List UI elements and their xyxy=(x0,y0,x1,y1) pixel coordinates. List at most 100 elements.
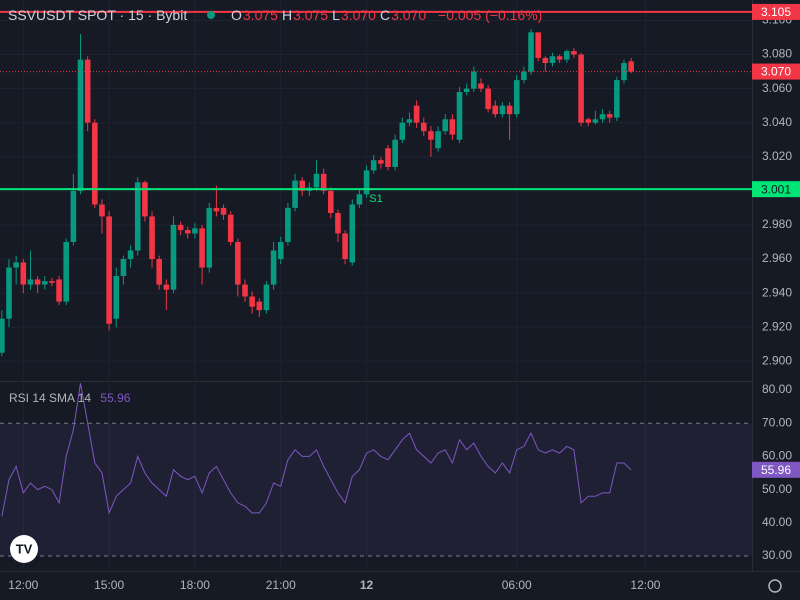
candle-body xyxy=(134,182,141,251)
settings-icon[interactable] xyxy=(768,579,782,593)
candle-body xyxy=(621,63,627,81)
candle-body xyxy=(184,230,191,234)
candle-body xyxy=(213,207,220,212)
price-tag-label: 3.105 xyxy=(761,5,791,19)
rsi-band xyxy=(0,423,752,557)
candle-body xyxy=(142,182,148,217)
candle-body xyxy=(149,216,155,260)
candle-body xyxy=(342,233,348,260)
candle-body xyxy=(571,51,577,55)
candle-body xyxy=(6,267,12,319)
logo-glyph[interactable]: TV xyxy=(16,541,33,556)
candle-body xyxy=(270,250,277,285)
candle-body xyxy=(163,284,170,290)
y-tick-label: 2.960 xyxy=(762,251,792,265)
ohlc-value: 3.075 xyxy=(242,7,278,23)
y-tick-label: 3.060 xyxy=(762,81,792,95)
legend: SSVUSDT SPOT · 15 · Bybit O3.075 H3.075 L3… xyxy=(8,7,546,23)
candle-body xyxy=(385,148,391,167)
candle-body xyxy=(63,241,70,302)
ohlc-key: O xyxy=(231,7,242,23)
candle-body xyxy=(263,284,270,311)
rsi-tick-label: 40.00 xyxy=(762,515,792,529)
ohlc-value: 3.070 xyxy=(340,7,376,23)
candle-body xyxy=(220,207,227,215)
price-tag xyxy=(752,181,800,198)
candle-body xyxy=(406,119,413,123)
candle-body xyxy=(177,224,184,231)
price-tag xyxy=(752,63,800,80)
candle-body xyxy=(449,119,456,135)
candle-body xyxy=(513,80,520,115)
candle-body xyxy=(535,32,541,58)
candle-body xyxy=(206,207,213,268)
candle-body xyxy=(399,122,406,140)
status-dot xyxy=(207,11,216,19)
rsi-tick-label: 70.00 xyxy=(762,415,792,429)
candle-body xyxy=(320,173,327,191)
candle-body xyxy=(285,207,291,242)
candle-body xyxy=(463,88,470,93)
x-tick-label: 06:00 xyxy=(502,578,532,592)
y-tick-label: 3.040 xyxy=(762,115,792,129)
candle-body xyxy=(106,216,112,324)
x-tick-label: 18:00 xyxy=(180,578,210,592)
candle-body xyxy=(585,119,592,123)
x-tick-label: 12:00 xyxy=(630,578,660,592)
rsi-tick-label: 50.00 xyxy=(762,482,792,496)
candle-body xyxy=(499,105,506,115)
candle-body xyxy=(485,88,491,110)
candle-body xyxy=(349,204,356,263)
candle-body xyxy=(370,160,377,171)
rsi-title[interactable]: RSI 14 SMA 14 xyxy=(9,391,92,405)
candle-body xyxy=(249,296,255,307)
candle-body xyxy=(99,204,105,217)
price-tag-label: 3.070 xyxy=(761,65,791,79)
candle-body xyxy=(156,259,162,285)
candle-body xyxy=(242,284,248,297)
candle-body xyxy=(127,250,134,260)
candle-body xyxy=(471,71,477,89)
candle-body xyxy=(92,122,98,205)
price-tag xyxy=(752,3,800,20)
candle-body xyxy=(335,213,341,234)
candle-body xyxy=(599,114,606,120)
ohlc-value: 3.070 xyxy=(391,7,427,23)
y-tick-label: 2.900 xyxy=(762,353,792,367)
candle-body xyxy=(506,105,513,115)
ohlc-value: 3.075 xyxy=(293,7,329,23)
candle-body xyxy=(77,59,84,191)
candle-body xyxy=(606,114,613,118)
candle-body xyxy=(199,228,205,268)
ohlc: O3.075 H3.075 L3.070 C3.070 xyxy=(231,7,430,23)
candle-body xyxy=(328,190,334,214)
ohlc-key: L xyxy=(332,7,340,23)
candle-body xyxy=(363,170,370,195)
candle-body xyxy=(592,119,599,123)
candle-body xyxy=(435,131,441,149)
ohlc-key: H xyxy=(281,7,293,23)
rsi-tag xyxy=(752,461,800,478)
candle-body xyxy=(41,281,48,285)
candle-body xyxy=(442,119,449,132)
y-tick-label: 2.980 xyxy=(762,217,792,231)
candle-body xyxy=(356,194,363,205)
rsi-tick-label: 30.00 xyxy=(762,548,792,562)
rsi-tag-label: 55.96 xyxy=(761,463,791,477)
y-tick-label: 2.920 xyxy=(762,319,792,333)
ohlc-key: C xyxy=(379,7,391,23)
symbol[interactable]: SSVUSDT SPOT · 15 · Bybit xyxy=(8,7,188,23)
candle-body xyxy=(0,318,5,353)
candle-body xyxy=(549,56,556,64)
candle-body xyxy=(34,279,41,285)
candle-body xyxy=(392,139,398,167)
candle-body xyxy=(113,276,120,319)
candle-body xyxy=(578,54,584,123)
logo-badge[interactable] xyxy=(10,535,38,563)
y-tick-label: 3.080 xyxy=(762,47,792,61)
candle-body xyxy=(235,241,241,285)
x-tick-label: 12:00 xyxy=(8,578,38,592)
x-tick-label: 21:00 xyxy=(266,578,296,592)
candle-body xyxy=(413,105,420,123)
